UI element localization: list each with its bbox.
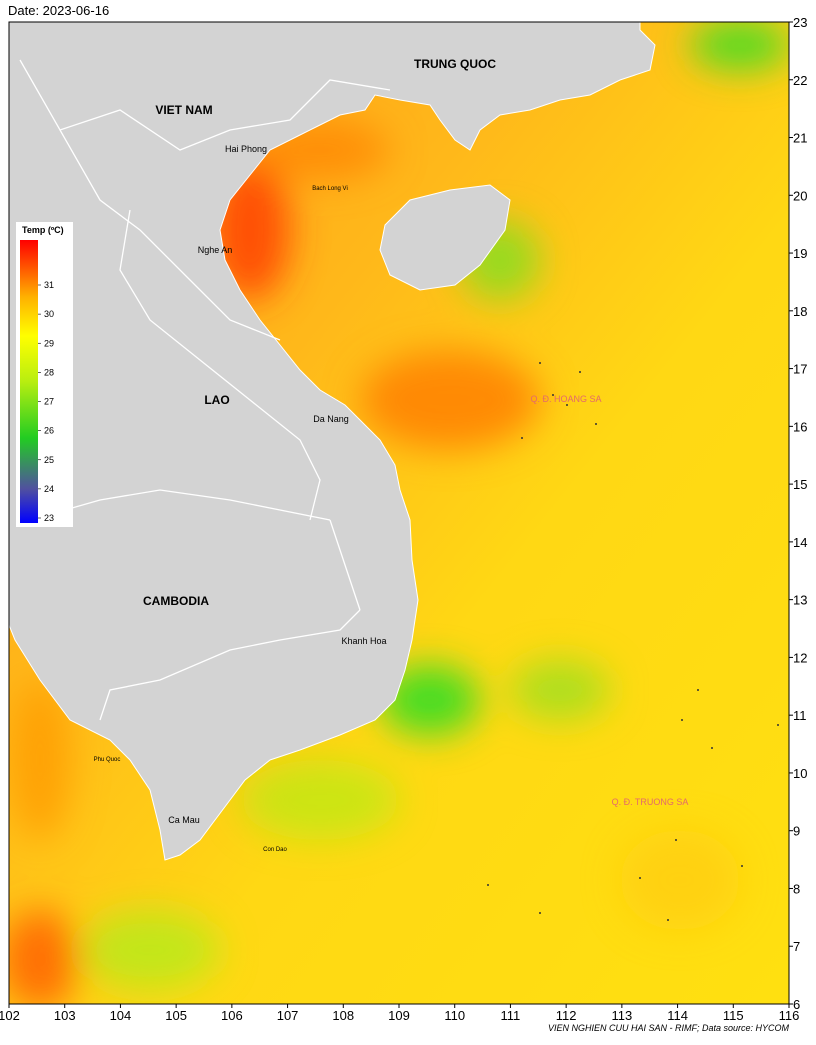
y-tick-label: 9 — [793, 824, 800, 839]
country-label: TRUNG QUOC — [414, 57, 496, 71]
colorbar-tick-label: 31 — [44, 280, 54, 290]
x-tick-label: 110 — [444, 1008, 465, 1023]
x-tick-label: 107 — [277, 1008, 299, 1023]
colorbar — [20, 240, 38, 523]
colorbar-tick-label: 24 — [44, 484, 54, 494]
colorbar-tick-label: 26 — [44, 426, 54, 436]
island-labels: Q. Đ. HOANG SA Q. Đ. TRUONG SA — [530, 394, 688, 807]
country-label: VIET NAM — [155, 103, 212, 117]
y-tick-label: 20 — [793, 188, 807, 203]
legend-title: Temp (ºC) — [22, 225, 64, 235]
place-label: Da Nang — [313, 414, 349, 424]
x-tick-label: 104 — [110, 1008, 132, 1023]
place-label: Hai Phong — [225, 144, 267, 154]
x-tick-label: 102 — [0, 1008, 20, 1023]
y-tick-label: 23 — [793, 15, 807, 30]
place-label: Ca Mau — [168, 815, 200, 825]
legend: Temp (ºC) 23 24 25 26 27 28 29 30 31 — [16, 222, 73, 527]
axes: 102 103 104 105 106 107 108 109 110 111 112 113 114 1… — [0, 15, 807, 1023]
colorbar-tick-label: 27 — [44, 397, 54, 407]
x-tick-label: 112 — [556, 1008, 577, 1023]
place-label: Khanh Hoa — [341, 636, 386, 646]
place-labels: Hai Phong Bach Long Vi Nghe An Da Nang K… — [94, 144, 387, 853]
colorbar-tick-label: 30 — [44, 309, 54, 319]
y-tick-label: 22 — [793, 73, 807, 88]
place-label: Con Dao — [263, 847, 287, 853]
country-label: LAO — [204, 393, 229, 407]
x-tick-label: 113 — [611, 1008, 632, 1023]
borders — [19, 59, 391, 721]
colorbar-ticks: 23 24 25 26 27 28 29 30 31 — [38, 280, 54, 523]
y-tick-label: 10 — [793, 766, 807, 781]
y-tick-label: 7 — [793, 939, 800, 954]
colorbar-tick-label: 28 — [44, 367, 54, 377]
country-labels: TRUNG QUOC VIET NAM LAO CAMBODIA — [143, 57, 496, 608]
credit: VIEN NGHIEN CUU HAI SAN - RIMF; Data sou… — [548, 1023, 790, 1033]
x-tick-label: 115 — [723, 1008, 744, 1023]
x-tick-label: 109 — [388, 1008, 410, 1023]
island-label: Q. Đ. TRUONG SA — [612, 797, 689, 807]
y-tick-label: 13 — [793, 593, 807, 608]
x-tick-label: 105 — [165, 1008, 187, 1023]
hainan — [379, 184, 511, 291]
place-label: Phu Quoc — [94, 757, 121, 763]
y-tick-label: 21 — [793, 131, 807, 146]
y-tick-label: 12 — [793, 650, 807, 665]
y-tick-label: 15 — [793, 477, 807, 492]
y-tick-label: 18 — [793, 304, 807, 319]
mainland — [9, 22, 656, 861]
y-tick-label: 6 — [793, 997, 800, 1012]
x-tick-label: 108 — [332, 1008, 354, 1023]
x-tick-label: 103 — [54, 1008, 76, 1023]
colorbar-tick-label: 29 — [44, 338, 54, 348]
island-label: Q. Đ. HOANG SA — [530, 394, 601, 404]
y-tick-label: 19 — [793, 246, 807, 261]
date-label: Date: 2023-06-16 — [8, 3, 109, 18]
colorbar-tick-label: 23 — [44, 513, 54, 523]
y-tick-label: 16 — [793, 419, 807, 434]
island-dots — [487, 362, 779, 921]
y-tick-label: 17 — [793, 362, 807, 377]
map-area: TRUNG QUOC VIET NAM LAO CAMBODIA Hai Pho… — [9, 22, 789, 1004]
y-tick-label: 11 — [793, 708, 807, 723]
y-tick-label: 14 — [793, 535, 807, 550]
x-tick-label: 111 — [501, 1008, 521, 1023]
x-tick-label: 116 — [779, 1008, 800, 1023]
place-label: Nghe An — [198, 245, 233, 255]
place-label: Bach Long Vi — [312, 186, 348, 192]
x-tick-label: 114 — [667, 1008, 688, 1023]
country-label: CAMBODIA — [143, 594, 209, 608]
x-tick-label: 106 — [221, 1008, 243, 1023]
y-tick-label: 8 — [793, 881, 800, 896]
colorbar-tick-label: 25 — [44, 455, 54, 465]
